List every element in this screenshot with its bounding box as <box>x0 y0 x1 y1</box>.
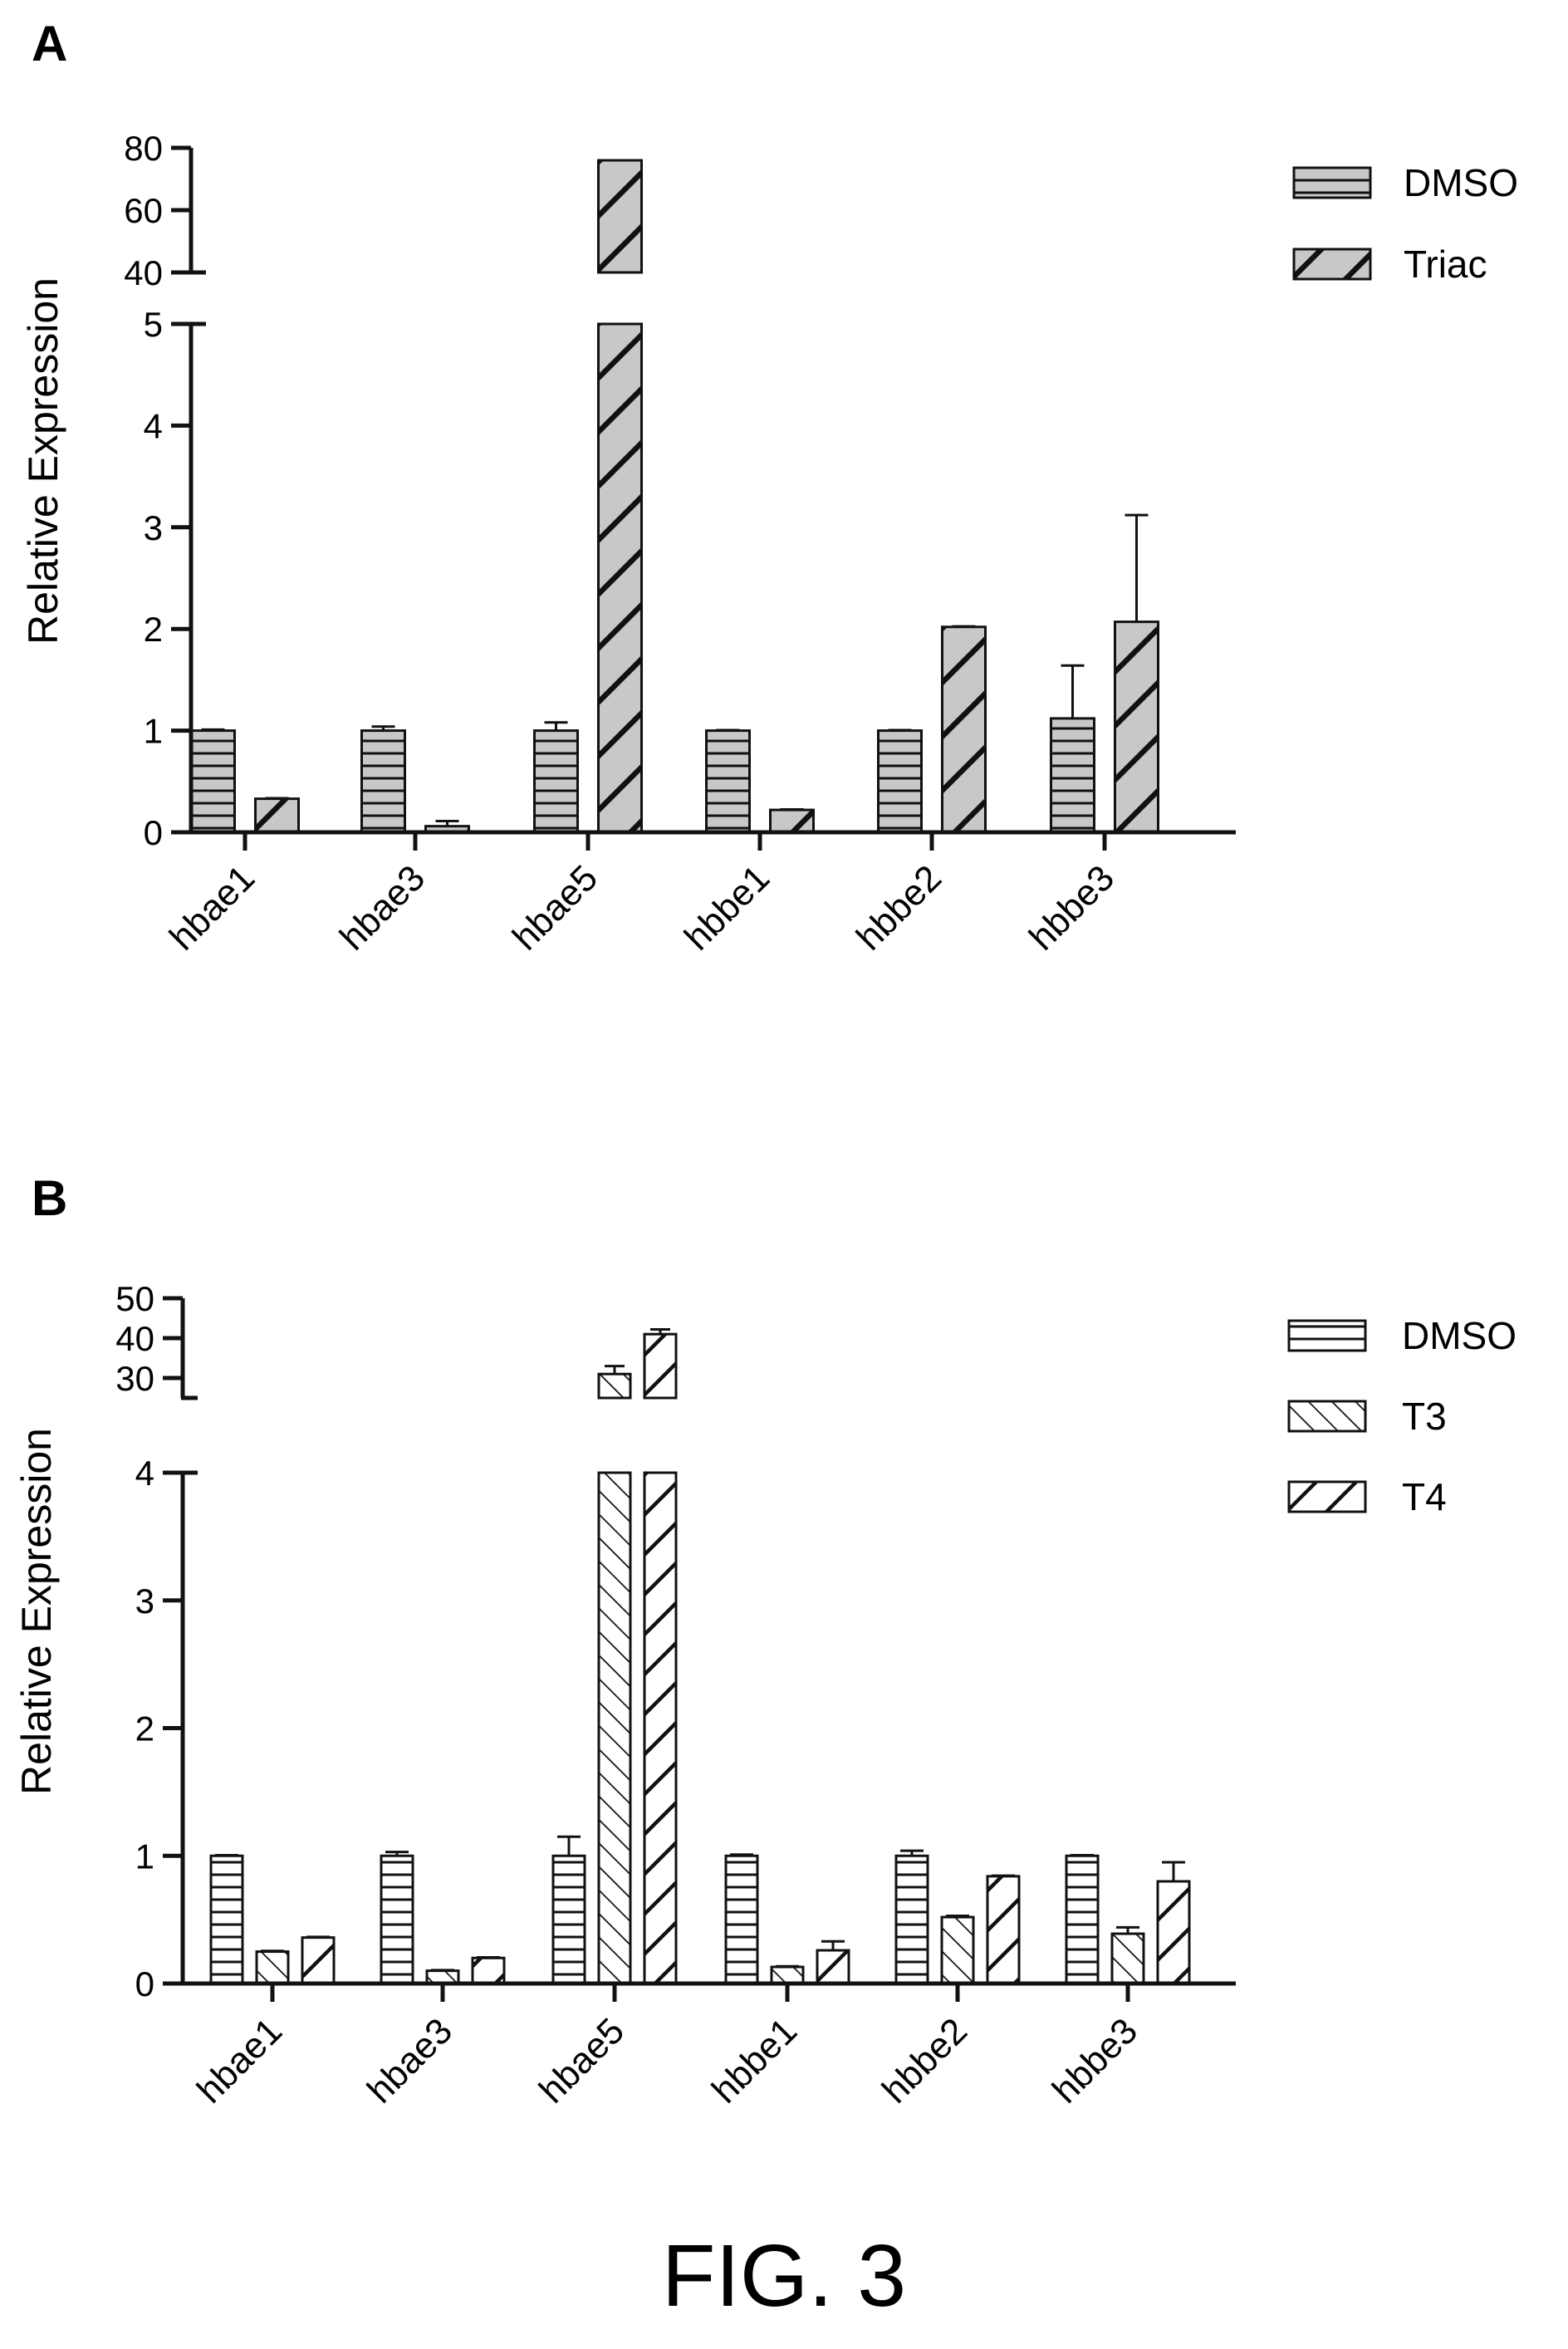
bar-t4-hbae1 <box>301 1936 336 1985</box>
legend-swatch-dmso <box>1287 1319 1367 1352</box>
y-tick-label: 3 <box>135 1582 154 1621</box>
bar-dmso-hbae5 <box>551 1854 586 1985</box>
y-tick-label: 80 <box>124 129 163 168</box>
x-tick-label: hbbe3 <box>1045 2010 1145 2111</box>
legend-label: Triac <box>1404 243 1487 286</box>
bar-t3-hbae1 <box>255 1950 290 1985</box>
y-tick-label: 40 <box>124 253 163 292</box>
y-axis-label: Relative Expression <box>13 1428 60 1795</box>
x-tick-label: hbae3 <box>332 857 433 958</box>
y-tick-label: 2 <box>144 610 163 649</box>
y-tick-label: 1 <box>135 1837 154 1876</box>
bar-t3-hbae5-upper <box>597 1372 632 1400</box>
y-tick-label: 0 <box>135 1964 154 2003</box>
x-tick-label: hbbe3 <box>1022 857 1122 958</box>
legend-label: T4 <box>1402 1475 1447 1518</box>
panel-b-label: B <box>32 1170 68 1226</box>
bar-t4-hbbe1 <box>816 1949 850 1985</box>
y-tick-label: 3 <box>144 508 163 547</box>
bar-triac-hbbe3 <box>1114 620 1159 834</box>
x-tick-label: hbbe2 <box>849 857 949 958</box>
x-tick-label: hbbe1 <box>677 857 777 958</box>
y-tick-label: 50 <box>115 1279 154 1318</box>
bar-dmso-hbbe3 <box>1065 1854 1100 1985</box>
panel-a-label: A <box>32 16 68 71</box>
x-tick-label: hbae3 <box>360 2010 460 2111</box>
legend-label: T3 <box>1402 1395 1447 1438</box>
bar-t3-hbbe1 <box>770 1965 805 1985</box>
x-tick-label: hbae1 <box>189 2010 290 2111</box>
y-tick-label: 40 <box>115 1319 154 1358</box>
y-axis-label: Relative Expression <box>20 277 66 645</box>
y-tick-label: 4 <box>144 406 163 445</box>
y-tick-label: 4 <box>135 1454 154 1493</box>
bar-t3-hbbe3 <box>1110 1932 1145 1985</box>
bar-dmso-hbbe3 <box>1050 717 1095 834</box>
bar-t3-hbbe2 <box>940 1915 975 1985</box>
legend-swatch-t3 <box>1287 1400 1367 1433</box>
bar-t4-hbae3 <box>471 1956 506 1985</box>
bar-t4-hbae5-upper <box>643 1332 678 1400</box>
bar-t4-hbbe3 <box>1156 1880 1191 1985</box>
legend-label: DMSO <box>1402 1314 1517 1357</box>
bar-dmso-hbae3 <box>360 729 406 834</box>
x-tick-label: hbae5 <box>532 2010 632 2111</box>
bar-dmso-hbae1 <box>209 1854 244 1985</box>
y-tick-label: 2 <box>135 1709 154 1748</box>
legend-swatch-dmso <box>1292 166 1372 199</box>
y-tick-label: 60 <box>124 191 163 230</box>
figure-caption: FIG. 3 <box>661 2227 907 2325</box>
bar-dmso-hbbe1 <box>705 729 751 834</box>
x-tick-label: hbbe2 <box>875 2010 975 2111</box>
x-tick-label: hbae1 <box>162 857 262 958</box>
bar-dmso-hbae1 <box>190 729 236 834</box>
bar-dmso-hbbe1 <box>724 1854 759 1985</box>
x-tick-label: hbae5 <box>505 857 605 958</box>
legend-swatch-t4 <box>1287 1480 1367 1513</box>
y-tick-label: 1 <box>144 712 163 751</box>
bar-triac-hbae1 <box>254 797 300 834</box>
x-tick-label: hbbe1 <box>704 2010 805 2111</box>
bar-t4-hbae5-lower <box>643 1471 678 1985</box>
bar-t3-hbae5-lower <box>597 1471 632 1985</box>
bar-triac-hbae5-upper <box>597 159 643 274</box>
bar-t4-hbbe2 <box>986 1875 1021 1985</box>
y-tick-label: 0 <box>144 813 163 852</box>
legend-swatch-triac <box>1292 248 1372 281</box>
bar-dmso-hbbe2 <box>877 729 923 834</box>
legend-label: DMSO <box>1404 161 1518 204</box>
bar-dmso-hbae3 <box>380 1854 414 1985</box>
panel-a-chart: 0 1 2 3 4 5 40 60 80 hbae1 hbae3 hbae5 hbbe1 hbbe2 hbb… <box>20 129 1518 959</box>
bar-dmso-hbbe2 <box>894 1854 929 1985</box>
y-tick-label: 30 <box>115 1359 154 1398</box>
bar-dmso-hbae5 <box>533 729 579 834</box>
bar-triac-hbbe1 <box>769 808 815 834</box>
bar-triac-hbbe2 <box>941 625 987 834</box>
bar-triac-hbae5-lower <box>597 322 643 834</box>
y-tick-label: 5 <box>144 305 163 344</box>
